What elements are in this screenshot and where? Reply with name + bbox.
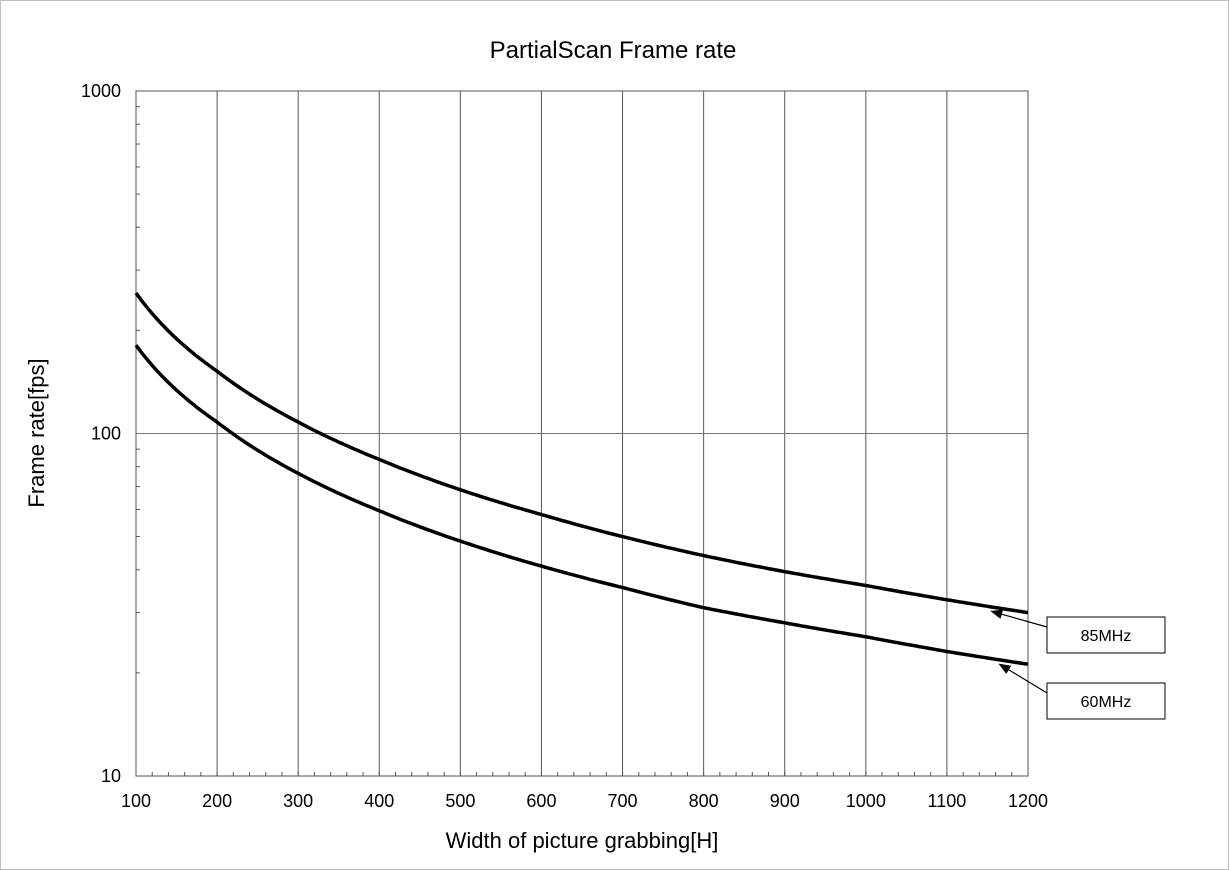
x-tick-label: 500 xyxy=(445,791,475,811)
x-tick-labels: 100 200 300 400 500 600 700 800 900 1000 1100 1200 xyxy=(121,791,1048,811)
x-tick-label: 300 xyxy=(283,791,313,811)
y-tick-label: 10 xyxy=(101,766,121,786)
legend-label-1: 60MHz xyxy=(1081,694,1132,711)
legend-arrow-0 xyxy=(990,609,1048,628)
x-tick-label: 700 xyxy=(608,791,638,811)
grid-lines xyxy=(135,90,1029,777)
series-lines xyxy=(134,292,1029,666)
x-tick-label: 1200 xyxy=(1008,791,1048,811)
legend-label-0: 85MHz xyxy=(1081,628,1132,645)
x-axis-title: Width of picture grabbing[H] xyxy=(446,828,719,853)
chart-title: PartialScan Frame rate xyxy=(490,37,737,64)
x-tick-label: 1000 xyxy=(846,791,886,811)
minor-ticks xyxy=(135,106,1029,776)
x-tick-label: 100 xyxy=(121,791,151,811)
x-tick-label: 1100 xyxy=(928,791,967,811)
x-tick-label: 200 xyxy=(202,791,232,811)
plot-area xyxy=(135,90,1029,777)
y-axis-title: Frame rate[fps] xyxy=(24,358,49,507)
legend-callouts: 85MHz 60MHz xyxy=(990,609,1166,720)
series-line-1 xyxy=(134,344,1029,666)
y-tick-labels: 10 100 1000 xyxy=(81,81,121,786)
y-tick-label: 1000 xyxy=(81,81,121,101)
y-tick-label: 100 xyxy=(91,424,121,444)
legend-box-0 xyxy=(1046,616,1166,654)
x-tick-label: 600 xyxy=(526,791,556,811)
legend-box-1 xyxy=(1046,682,1166,720)
legend-arrow-1 xyxy=(998,663,1048,694)
x-tick-label: 800 xyxy=(689,791,719,811)
x-tick-label: 400 xyxy=(364,791,394,811)
series-line-0 xyxy=(134,292,1029,615)
x-tick-label: 900 xyxy=(770,791,800,811)
